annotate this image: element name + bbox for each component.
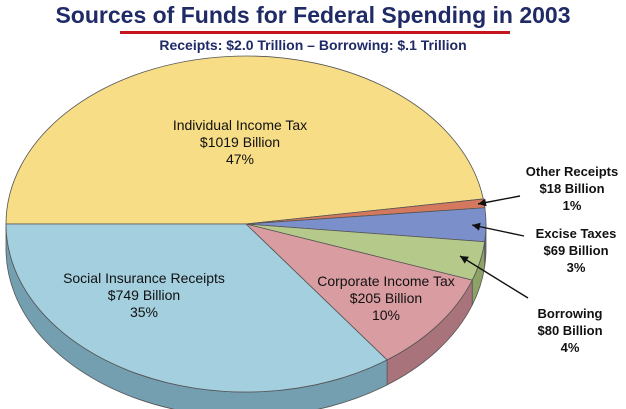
leader-line-2 [471, 224, 525, 237]
slice-label-4-line-1: $205 Billion [350, 290, 422, 306]
slice-label-5-line-1: $749 Billion [108, 287, 180, 303]
slice-label-1-line-0: Other Receipts [526, 164, 618, 179]
slice-label-5-line-2: 35% [130, 304, 158, 320]
pie-slice-5[interactable] [5, 223, 388, 393]
slice-label-4-line-2: 10% [372, 307, 400, 323]
slice-label-3-line-0: Borrowing [538, 306, 603, 321]
title-underline [120, 31, 510, 34]
slice-label-5-line-0: Social Insurance Receipts [63, 270, 225, 286]
slice-label-3-line-2: 4% [561, 340, 580, 355]
leader-arrowhead-1 [478, 198, 487, 207]
slice-label-3-line-1: $80 Billion [537, 323, 602, 338]
slice-label-2-line-2: 3% [567, 260, 586, 275]
slice-label-0-line-1: $1019 Billion [200, 134, 280, 150]
leader-arrowhead-2 [472, 222, 481, 231]
slice-label-4-line-0: Corporate Income Tax [317, 273, 454, 289]
chart-title: Sources of Funds for Federal Spending in… [55, 2, 571, 28]
slice-label-2-line-1: $69 Billion [543, 243, 608, 258]
slice-label-0-line-0: Individual Income Tax [173, 117, 307, 133]
slice-label-0-line-2: 47% [226, 151, 254, 167]
pie-slices [5, 55, 487, 393]
chart-subtitle: Receipts: $2.0 Trillion – Borrowing: $.1… [159, 37, 467, 53]
slice-label-2-line-0: Excise Taxes [536, 226, 617, 241]
leader-line-3 [459, 255, 529, 299]
pie-slice-4[interactable] [244, 223, 473, 361]
slice-label-1-line-2: 1% [563, 198, 582, 213]
leader-arrowhead-3 [460, 256, 469, 264]
pie-slice-0[interactable] [5, 55, 484, 225]
slice-label-1-line-1: $18 Billion [539, 181, 604, 196]
